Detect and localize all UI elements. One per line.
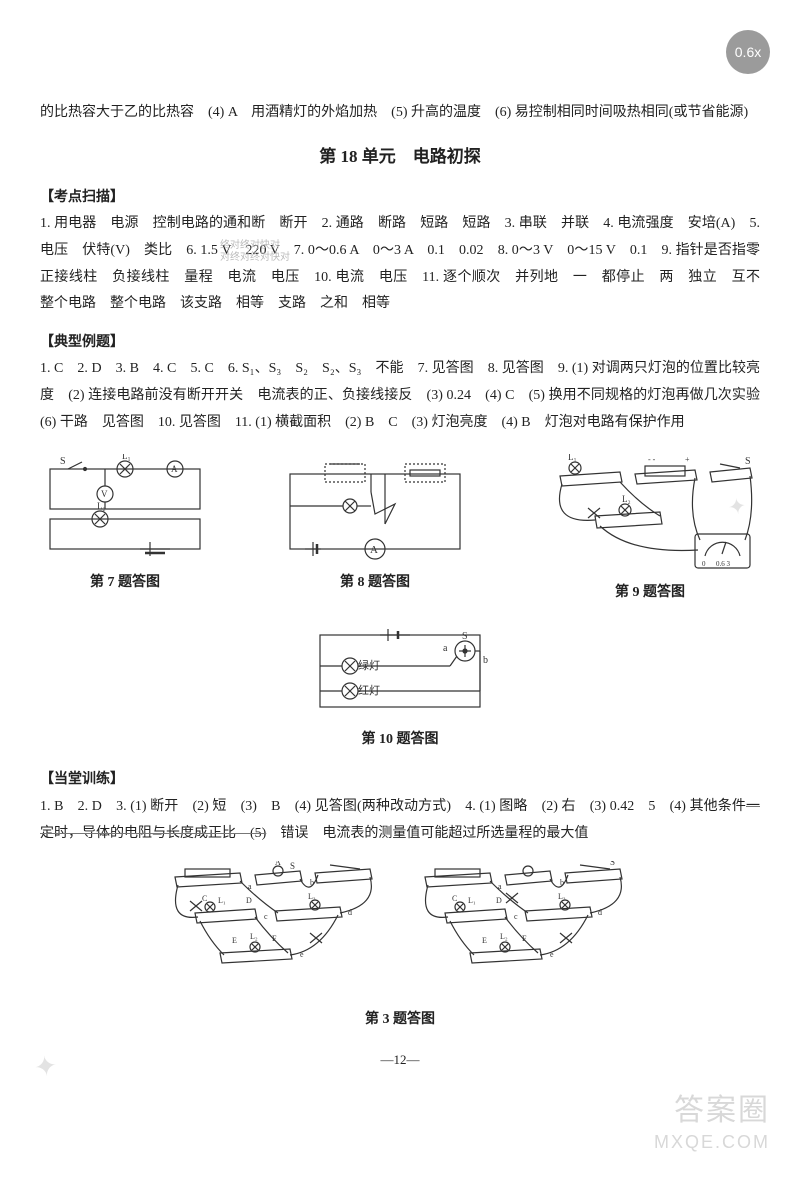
wm-line: 终对终对快对: [220, 240, 290, 252]
figure-9-svg: - - + S L₂ L₁ 0 0.6 3: [540, 454, 760, 574]
label-S: S: [462, 631, 468, 642]
dangtang-part-b: 错误 电流表的测量值可能超过所选量程的最大值: [280, 826, 588, 841]
figure-3-block: A S a b C L₁ D L₃ c d E L₂ F: [40, 861, 760, 1034]
label-L2: L₂: [97, 501, 106, 511]
label-L2: L₂: [622, 494, 631, 504]
svg-text:D: D: [496, 896, 502, 905]
kaodian-body: 1. 用电器 电源 控制电路的通和断 断开 2. 通路 断路 短路 短路 3. …: [40, 211, 760, 317]
svg-text:+: +: [685, 455, 690, 464]
svg-text:L₁: L₁: [218, 896, 226, 905]
page-number: —12—: [40, 1048, 760, 1073]
figure-3-svg: A S a b C L₁ D L₃ c d E L₂ F: [160, 861, 640, 1001]
label-L1: L₁: [122, 454, 131, 461]
svg-text:L₁: L₁: [468, 896, 476, 905]
figure-10-svg: S a b 绿灯 红灯: [300, 621, 500, 721]
figure-10-block: S a b 绿灯 红灯 第 10 题答图: [40, 621, 760, 754]
svg-text:E: E: [232, 936, 237, 945]
label-green: 绿灯: [358, 658, 380, 672]
svg-text:L₃: L₃: [558, 892, 566, 901]
svg-text:S: S: [610, 861, 615, 867]
svg-text:E: E: [482, 936, 487, 945]
label-A: A: [171, 464, 178, 474]
label-A: A: [370, 544, 378, 556]
section-dangtang-head: 【当堂训练】: [40, 767, 760, 794]
svg-text:c: c: [264, 912, 268, 921]
figure-8-caption: 第 8 题答图: [340, 570, 410, 597]
ammeter-scale: 0.6 3: [716, 560, 731, 568]
dianxing-body: 1. C 2. D 3. B 4. C 5. C 6. S₁、S₃ S₂ S₂、…: [40, 356, 760, 436]
dangtang-part-a: 1. B 2. D 3. (1) 断开 (2) 短 (3) B (4) 见答图(…: [40, 799, 746, 814]
label-V: V: [101, 489, 108, 499]
continuation-paragraph: 的比热容大于乙的比热容 (4) A 用酒精灯的外焰加热 (5) 升高的温度 (6…: [40, 100, 760, 127]
svg-text:0: 0: [702, 560, 706, 568]
watermark-bottom-left: ✦: [32, 1049, 60, 1085]
wm-line: 对终对终对快对: [220, 252, 290, 264]
figures-row-789: S L₁ A V L₂ 第 7 题答图: [40, 454, 760, 607]
svg-text:L₃: L₃: [308, 892, 316, 901]
svg-text:L₂: L₂: [500, 932, 508, 941]
figure-8: A 第 8 题答图: [275, 454, 475, 607]
figure-9: - - + S L₂ L₁ 0 0.6 3: [540, 454, 760, 607]
dangtang-body: 1. B 2. D 3. (1) 断开 (2) 短 (3) B (4) 见答图(…: [40, 794, 760, 847]
label-b: b: [483, 655, 488, 666]
watermark-small-top: 终对终对快对 对终对终对快对: [220, 240, 290, 264]
figure-7-svg: S L₁ A V L₂: [40, 454, 210, 564]
figure-7: S L₁ A V L₂ 第 7 题答图: [40, 454, 210, 607]
label-S: S: [60, 456, 66, 467]
label-a: a: [443, 643, 448, 654]
label-S: S: [745, 456, 751, 467]
kaodian-text: 1. 用电器 电源 控制电路的通和断 断开 2. 通路 断路 短路 短路 3. …: [40, 216, 774, 311]
figure-9-caption: 第 9 题答图: [615, 580, 685, 607]
unit-title: 第 18 单元 电路初探: [40, 141, 760, 173]
brand-text: 答案圈: [674, 1085, 770, 1129]
zoom-badge: 0.6x: [726, 30, 770, 74]
svg-text:c: c: [514, 912, 518, 921]
section-kaodian-head: 【考点扫描】: [40, 185, 760, 212]
section-dianxing-head: 【典型例题】: [40, 330, 760, 357]
figure-3-caption: 第 3 题答图: [365, 1007, 435, 1034]
document-content: 的比热容大于乙的比热容 (4) A 用酒精灯的外焰加热 (5) 升高的温度 (6…: [0, 0, 800, 1072]
svg-text:S: S: [290, 861, 295, 871]
svg-text:L₂: L₂: [250, 932, 258, 941]
svg-text:C: C: [452, 894, 457, 903]
figure-8-svg: A: [275, 454, 475, 564]
svg-text:D: D: [246, 896, 252, 905]
svg-text:- -: - -: [648, 455, 656, 464]
figure-7-caption: 第 7 题答图: [90, 570, 160, 597]
figure-10-caption: 第 10 题答图: [362, 727, 439, 754]
svg-text:C: C: [202, 894, 207, 903]
svg-text:A: A: [275, 861, 281, 867]
label-L1: L₁: [568, 454, 577, 462]
brand-url: MXQE.COM: [654, 1132, 770, 1153]
